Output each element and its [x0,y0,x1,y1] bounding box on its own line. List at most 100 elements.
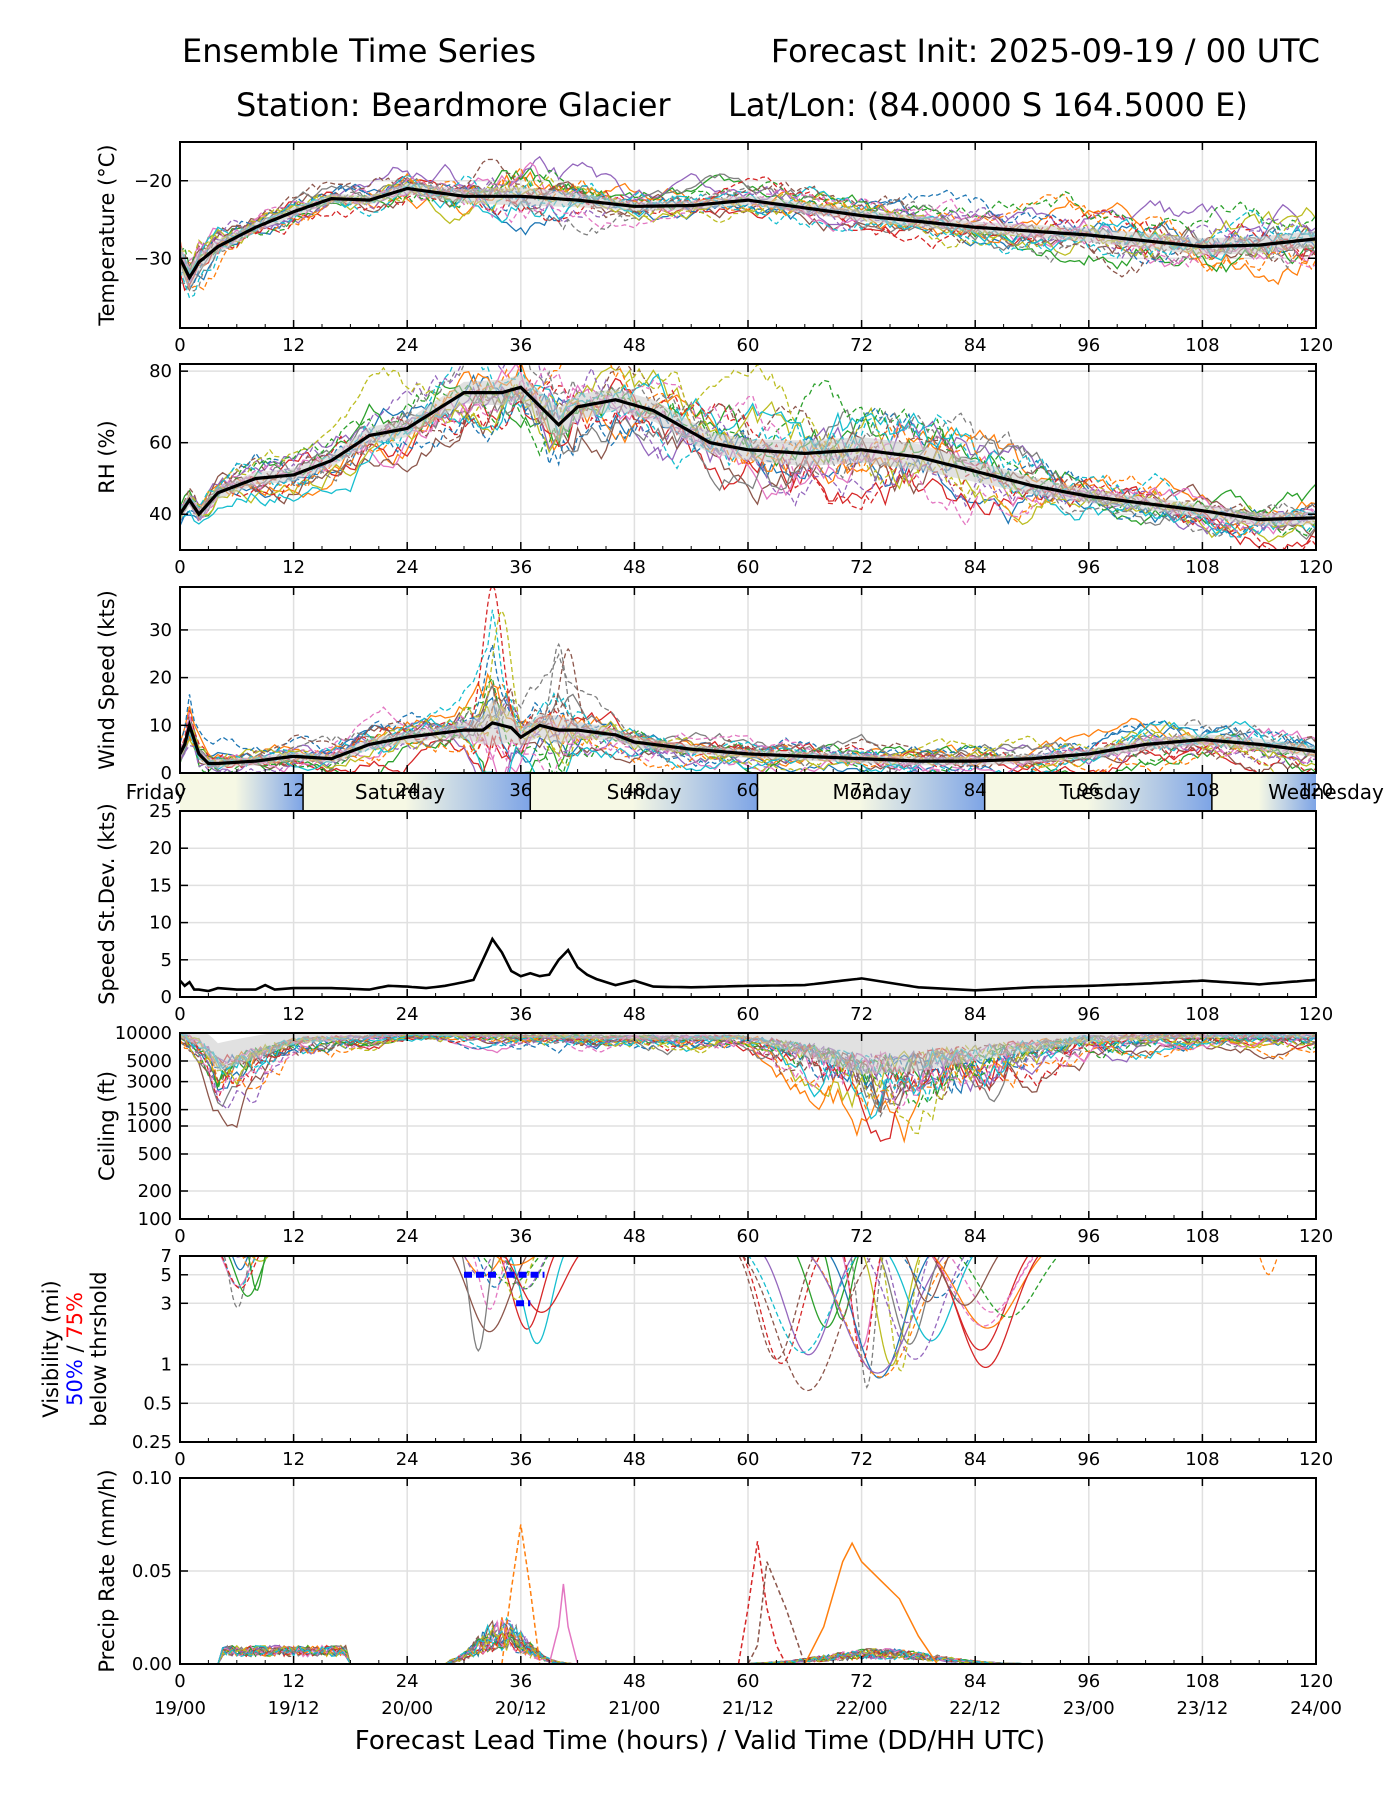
ceiling-ytick-label: 200 [138,1181,172,1202]
wind-speed-xtick-label: 24 [396,780,419,801]
rh-xtick-label: 48 [623,557,646,578]
visibility-xtick-label: 72 [850,1449,873,1470]
chart-title-left: Ensemble Time Series [182,32,536,70]
precip-rate-ytick-label: 0.05 [132,1561,172,1582]
temperature-xtick-label: 108 [1185,335,1219,356]
visibility-member-line [843,1256,882,1363]
temperature-xtick-label: 48 [623,335,646,356]
visibility-member-line [824,1256,860,1321]
visibility-member-line [829,1256,930,1379]
wind-speed-ytick-label: 20 [149,668,172,689]
precip-rate-xtick-label: 60 [737,1671,760,1692]
speed-stdev-ytick-label: 25 [149,801,172,822]
rh-member-line [180,379,1316,550]
visibility-member-line [451,1256,528,1333]
valid-time-label: 20/00 [381,1698,433,1719]
wind-speed-mean-line [180,719,1316,766]
precip-rate-peak-line [737,1541,787,1664]
ceiling-xtick-label: 72 [850,1226,873,1247]
ceiling-xtick-label: 36 [509,1226,532,1247]
temperature-mean-line [180,186,1316,281]
speed-stdev-ylabel: Speed St.Dev. (kts) [95,803,119,1005]
visibility-member-line [958,1256,1060,1318]
visibility-member-line [461,1256,495,1352]
rh-ytick-label: 80 [149,361,172,382]
visibility-member-line [208,1235,272,1237]
rh-member-line [180,364,1316,519]
visibility-ytick-label: 3 [161,1293,172,1314]
visibility-member-line [509,1256,565,1345]
day-band-segment [1211,773,1316,811]
speed-stdev-ytick-label: 5 [161,950,172,971]
day-band-segment [180,773,304,811]
speed-stdev-xtick-label: 84 [964,1004,987,1025]
visibility-member-line [741,1256,821,1365]
visibility-member-line [747,1256,858,1354]
labels-layer: 0 12 24 36 48 60 72 84 96 108 120−30−20Temperature… [39,144,1342,1756]
speed-stdev-xtick-label: 36 [509,1004,532,1025]
visibility-member-line [931,1256,999,1306]
rh-member-line [180,364,1316,536]
visibility-member-line [932,1256,1029,1351]
valid-time-label: 21/12 [722,1698,774,1719]
temperature-xtick-label: 60 [737,335,760,356]
visibility-member-line [238,1256,249,1258]
precip-rate-xtick-label: 48 [623,1671,646,1692]
ceiling-xtick-label: 120 [1299,1226,1333,1247]
speed-stdev-xtick-label: 96 [1077,1004,1100,1025]
visibility-member-line [809,1256,952,1378]
visibility-ylabel-pct: 50% / 75% [63,1292,87,1406]
visibility-member-line [850,1256,884,1389]
visibility-xtick-label: 36 [509,1449,532,1470]
ceiling-ytick-label: 1000 [126,1116,172,1137]
speed-stdev-xtick-label: 72 [850,1004,873,1025]
wind-speed-ytick-label: 0 [161,763,172,784]
temperature-ylabel: Temperature (°C) [95,144,119,326]
wind-speed-xtick-label: 72 [850,780,873,801]
ceiling-xtick-label: 96 [1077,1226,1100,1247]
speed-stdev-ytick-label: 10 [149,913,172,934]
precip-rate-xtick-label: 84 [964,1671,987,1692]
rh-xtick-label: 60 [737,557,760,578]
wind-speed-xtick-label: 60 [737,780,760,801]
ceiling-ytick-label: 10000 [115,1023,172,1044]
speed-stdev-xtick-label: 48 [623,1004,646,1025]
axes-layer [179,141,1317,1665]
visibility-ylabel-75pct: 75% [63,1292,87,1339]
valid-time-label: 19/12 [268,1698,320,1719]
ceiling-ytick-label: 500 [138,1144,172,1165]
rh-xtick-label: 108 [1185,557,1219,578]
precip-rate-xtick-label: 36 [509,1671,532,1692]
precip-rate-peak-line [747,1561,806,1664]
visibility-ylabel-slash: / [63,1339,87,1359]
day-band-segment [530,773,758,811]
ceiling-ytick-label: 3000 [126,1072,172,1093]
wind-speed-member-line [180,676,1316,773]
visibility-ytick-label: 7 [161,1246,172,1267]
speed-stdev-ytick-label: 15 [149,875,172,896]
rh-ylabel: RH (%) [95,420,119,493]
speed-stdev-xtick-label: 24 [396,1004,419,1025]
visibility-member-line [499,1256,555,1330]
visibility-member-line [476,1256,513,1288]
wind-speed-ytick-label: 30 [149,620,172,641]
temperature-ytick-label: −20 [134,171,172,192]
ceiling-xtick-label: 12 [282,1226,305,1247]
rh-xtick-label: 0 [174,557,185,578]
ceiling-xtick-label: 108 [1185,1226,1219,1247]
wind-speed-xtick-label: 0 [174,780,185,801]
visibility-member-line [932,1256,1040,1369]
day-label-wednesday: Wednesday [1268,780,1384,804]
day-label-monday: Monday [833,780,912,804]
visibility-xtick-label: 60 [737,1449,760,1470]
visibility-member-line [497,1256,536,1301]
visibility-xtick-label: 108 [1185,1449,1219,1470]
temperature-xtick-label: 120 [1299,335,1333,356]
wind-speed-member-line [180,696,1316,773]
valid-time-label: 24/00 [1290,1698,1342,1719]
day-band-segment [303,773,531,811]
visibility-xtick-label: 120 [1299,1449,1333,1470]
precip-rate-xtick-label: 0 [174,1671,185,1692]
wind-speed-xtick-label: 120 [1299,780,1333,801]
visibility-member-line [901,1256,973,1299]
